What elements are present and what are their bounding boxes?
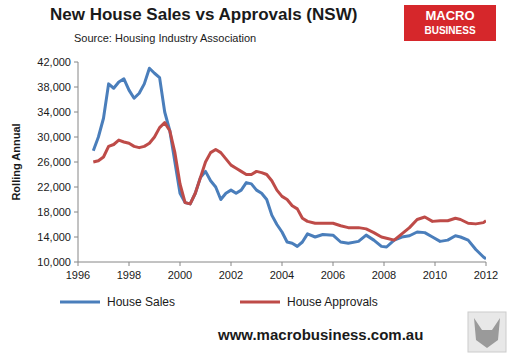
y-tick-label: 18,000 [37, 206, 71, 218]
background [0, 0, 511, 358]
y-tick-label: 42,000 [37, 56, 71, 68]
emblem-shape [474, 318, 500, 348]
x-tick [78, 262, 79, 266]
y-tick [74, 187, 78, 188]
y-tick [74, 137, 78, 138]
x-tick-label: 1998 [117, 269, 141, 281]
y-tick-label: 22,000 [37, 181, 71, 193]
y-tick [74, 112, 78, 113]
x-tick [231, 262, 232, 266]
y-tick [74, 262, 78, 263]
y-tick [74, 162, 78, 163]
series-line [93, 68, 486, 259]
x-tick [435, 262, 436, 266]
y-tick-label: 14,000 [37, 231, 71, 243]
y-tick-label: 10,000 [37, 256, 71, 268]
legend-label: House Approvals [287, 295, 378, 309]
y-tick [74, 212, 78, 213]
logo-box [404, 5, 496, 41]
x-tick [129, 262, 130, 266]
series-line [93, 123, 486, 241]
x-tick [486, 262, 487, 266]
logo-text: MACRO [425, 8, 474, 23]
x-tick [384, 262, 385, 266]
y-axis-label: Rolling Annual [10, 123, 22, 200]
x-tick [180, 262, 181, 266]
x-tick [333, 262, 334, 266]
legend-swatch [60, 301, 100, 304]
y-tick [74, 62, 78, 63]
x-tick-label: 2006 [321, 269, 345, 281]
y-tick-label: 34,000 [37, 106, 71, 118]
x-tick-label: 2008 [372, 269, 396, 281]
x-tick-label: 1996 [66, 269, 90, 281]
x-tick [282, 262, 283, 266]
x-tick-label: 2002 [219, 269, 243, 281]
legend-swatch [240, 301, 280, 304]
footer: www.macrobusiness.com.au [217, 326, 423, 343]
chart: New House Sales vs Approvals (NSW) Source… [0, 0, 511, 358]
plot-area [93, 68, 486, 259]
subtitle: Source: Housing Industry Association [74, 32, 256, 44]
y-tick [74, 87, 78, 88]
y-tick-label: 26,000 [37, 156, 71, 168]
logo-text: BUSINESS [424, 25, 475, 36]
title: New House Sales vs Approvals (NSW) [50, 5, 357, 24]
legend-label: House Sales [107, 295, 175, 309]
y-tick-label: 38,000 [37, 81, 71, 93]
y-tick-label: 30,000 [37, 131, 71, 143]
x-tick-label: 2000 [168, 269, 192, 281]
x-tick-label: 2010 [423, 269, 447, 281]
x-tick-label: 2012 [474, 269, 498, 281]
y-tick [74, 237, 78, 238]
emblem [468, 312, 506, 352]
x-tick-label: 2004 [270, 269, 294, 281]
